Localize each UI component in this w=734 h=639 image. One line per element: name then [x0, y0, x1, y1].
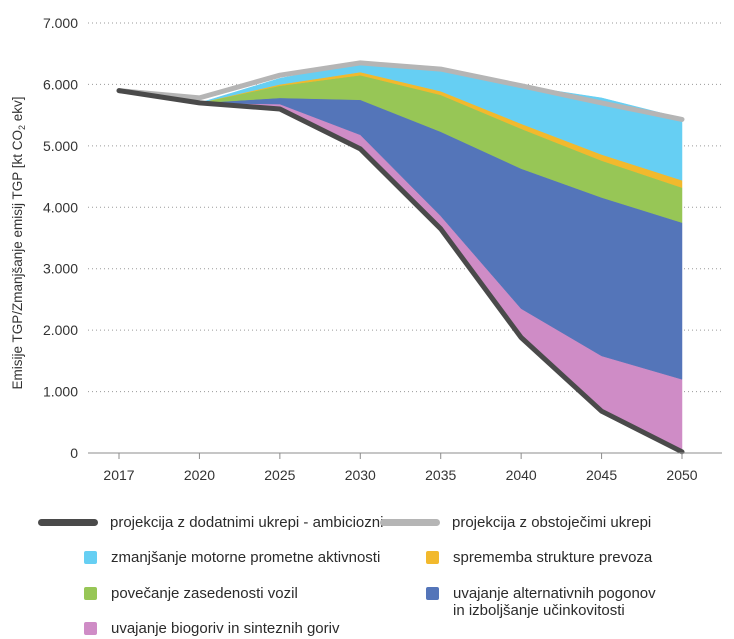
legend-swatch [84, 551, 97, 564]
axes: 0 1.000 2.000 3.000 4.000 5.000 6.000 7.000 2017… [43, 15, 722, 483]
line-series [116, 88, 685, 455]
x-tick-label: 2030 [345, 467, 376, 483]
y-tick-label: 7.000 [43, 15, 78, 31]
x-tick-label: 2045 [586, 467, 617, 483]
legend-item-alternative-drives: uvajanje alternativnih pogonov in izbolj… [426, 585, 656, 619]
y-tick-label: 4.000 [43, 199, 78, 215]
y-tick-label: 6.000 [43, 76, 78, 92]
legend-label: projekcija z obstoječimi ukrepi [452, 514, 652, 531]
legend-label: povečanje zasedenosti vozil [111, 585, 298, 602]
x-tick-label: 2040 [506, 467, 537, 483]
y-tick-label: 2.000 [43, 322, 78, 338]
legend-label: sprememba strukture prevoza [453, 549, 653, 566]
x-tick-label: 2020 [184, 467, 215, 483]
legend-swatch [38, 519, 98, 526]
y-tick-label: 3.000 [43, 261, 78, 277]
y-axis-label: Emisije TGP/Zmanjšanje emisij TGP [kt CO… [10, 96, 27, 389]
legend-item-ambitious-projection: projekcija z dodatnimi ukrepi - ambicioz… [38, 514, 383, 531]
y-tick-label: 5.000 [43, 138, 78, 154]
y-tick-label: 1.000 [43, 384, 78, 400]
x-tick-label: 2017 [103, 467, 134, 483]
legend-swatch [84, 622, 97, 635]
projection-lines [116, 60, 685, 455]
legend-item-modal-shift: sprememba strukture prevoza [426, 549, 652, 566]
legend-swatch [380, 519, 440, 526]
legend-swatch [426, 551, 439, 564]
x-tick-label: 2025 [264, 467, 295, 483]
x-tick-label: 2035 [425, 467, 456, 483]
legend-swatch [84, 587, 97, 600]
legend-item-existing-projection: projekcija z obstoječimi ukrepi [380, 514, 651, 531]
legend-label: zmanjšanje motorne prometne aktivnosti [111, 549, 381, 566]
legend-item-biofuels: uvajanje biogoriv in sinteznih goriv [84, 620, 339, 637]
emissions-area-chart: 0 1.000 2.000 3.000 4.000 5.000 6.000 7.000 2017… [10, 15, 722, 483]
line-series [116, 60, 685, 122]
x-tick-label: 2050 [666, 467, 697, 483]
legend-label: uvajanje biogoriv in sinteznih goriv [111, 620, 340, 637]
legend-item-vehicle-occupancy: povečanje zasedenosti vozil [84, 585, 298, 602]
legend-item-traffic-reduction: zmanjšanje motorne prometne aktivnosti [84, 549, 380, 566]
legend: projekcija z dodatnimi ukrepi - ambicioz… [0, 508, 734, 639]
stacked-areas [118, 62, 683, 453]
legend-label: uvajanje alternativnih pogonov in izbolj… [453, 585, 656, 619]
y-tick-label: 0 [70, 445, 78, 461]
legend-swatch [426, 587, 439, 600]
legend-label: projekcija z dodatnimi ukrepi - ambicioz… [110, 514, 384, 531]
